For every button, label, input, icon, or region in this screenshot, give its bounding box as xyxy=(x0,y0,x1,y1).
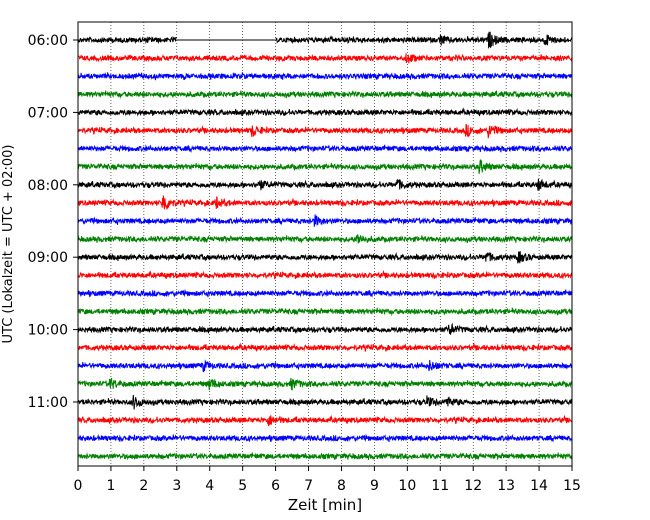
y-tick-label: 06:00 xyxy=(28,33,68,49)
seismogram-traces xyxy=(77,31,573,461)
trace-0900 xyxy=(77,251,573,264)
trace-0730 xyxy=(77,144,573,153)
trace-0930 xyxy=(77,288,573,298)
trace-0745 xyxy=(77,159,573,174)
trace-1030 xyxy=(77,359,573,373)
trace-1115 xyxy=(77,414,573,426)
vertical-gridlines xyxy=(110,22,540,466)
trace-0830 xyxy=(77,214,573,227)
x-tick-label: 5 xyxy=(238,478,247,494)
x-tick-label: 7 xyxy=(304,478,313,494)
trace-0945 xyxy=(77,307,573,317)
x-tick-label: 4 xyxy=(205,478,214,494)
y-tick-label: 08:00 xyxy=(28,178,68,194)
x-tick-label: 10 xyxy=(398,478,416,494)
x-axis-label: Zeit [min] xyxy=(288,496,362,514)
y-axis-label: UTC (Lokalzeit = UTC + 02:00) xyxy=(1,145,16,344)
y-tick-label: 11:00 xyxy=(28,395,68,411)
x-tick-label: 15 xyxy=(563,478,581,494)
plot-frame xyxy=(77,21,573,467)
trace-0815 xyxy=(77,195,573,210)
y-tick-label: 09:00 xyxy=(28,250,68,266)
trace-0700 xyxy=(77,107,573,117)
x-tick-label: 11 xyxy=(431,478,449,494)
trace-0645 xyxy=(77,90,573,100)
x-tick-label: 9 xyxy=(370,478,379,494)
x-tick-label: 12 xyxy=(464,478,482,494)
trace-0800 xyxy=(77,178,573,191)
x-tick-label: 6 xyxy=(271,478,280,494)
x-tick-label: 2 xyxy=(139,478,148,494)
y-tick-label: 10:00 xyxy=(28,323,68,339)
trace-0915 xyxy=(77,269,573,280)
trace-0615 xyxy=(77,53,573,64)
trace-1000 xyxy=(77,322,573,335)
trace-1045 xyxy=(77,377,573,391)
trace-1100 xyxy=(77,394,573,410)
trace-1130 xyxy=(77,433,573,443)
x-tick-label: 8 xyxy=(337,478,346,494)
y-tick-label: 07:00 xyxy=(28,105,68,121)
trace-0715 xyxy=(77,123,573,139)
trace-0600 xyxy=(77,31,573,49)
x-tick-label: 13 xyxy=(497,478,515,494)
trace-1145 xyxy=(77,452,573,461)
trace-0630 xyxy=(77,71,573,81)
trace-1015 xyxy=(77,342,573,352)
x-tick-label: 1 xyxy=(106,478,115,494)
x-axis-ticks: 0 1 2 3 4 5 6 7 8 9 10 11 12 13 14 15 xyxy=(74,466,581,494)
trace-0845 xyxy=(77,234,573,244)
x-tick-label: 0 xyxy=(74,478,83,494)
x-tick-label: 3 xyxy=(172,478,181,494)
x-tick-label: 14 xyxy=(530,478,548,494)
y-axis-ticks: 06:00 07:00 08:00 09:00 10:00 11:00 xyxy=(28,33,78,411)
